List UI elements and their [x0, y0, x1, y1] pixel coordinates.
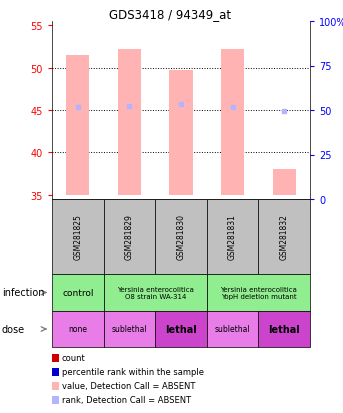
Text: lethal: lethal	[268, 324, 300, 334]
Text: none: none	[68, 325, 87, 334]
Text: value, Detection Call = ABSENT: value, Detection Call = ABSENT	[62, 382, 196, 391]
Text: dose: dose	[2, 324, 25, 334]
Bar	[118, 50, 141, 195]
Text: GSM281829: GSM281829	[125, 214, 134, 260]
Text: GSM281825: GSM281825	[73, 214, 82, 260]
Text: rank, Detection Call = ABSENT: rank, Detection Call = ABSENT	[62, 396, 191, 404]
Bar	[169, 71, 193, 195]
Bar	[221, 50, 244, 195]
Text: GDS3418 / 94349_at: GDS3418 / 94349_at	[109, 8, 231, 21]
Text: GSM281831: GSM281831	[228, 214, 237, 260]
Text: sublethal: sublethal	[111, 325, 147, 334]
Text: lethal: lethal	[165, 324, 197, 334]
Bar	[66, 56, 90, 195]
Text: GSM281830: GSM281830	[177, 214, 186, 260]
Text: GSM281832: GSM281832	[280, 214, 289, 260]
Text: count: count	[62, 354, 86, 363]
Text: percentile rank within the sample: percentile rank within the sample	[62, 368, 204, 377]
Bar	[273, 170, 296, 195]
Text: control: control	[62, 288, 94, 297]
Text: infection: infection	[2, 288, 45, 298]
Text: Yersinia enterocolitica
YopH deletion mutant: Yersinia enterocolitica YopH deletion mu…	[220, 286, 297, 299]
Text: sublethal: sublethal	[215, 325, 250, 334]
Text: Yersinia enterocolitica
O8 strain WA-314: Yersinia enterocolitica O8 strain WA-314	[117, 286, 194, 299]
